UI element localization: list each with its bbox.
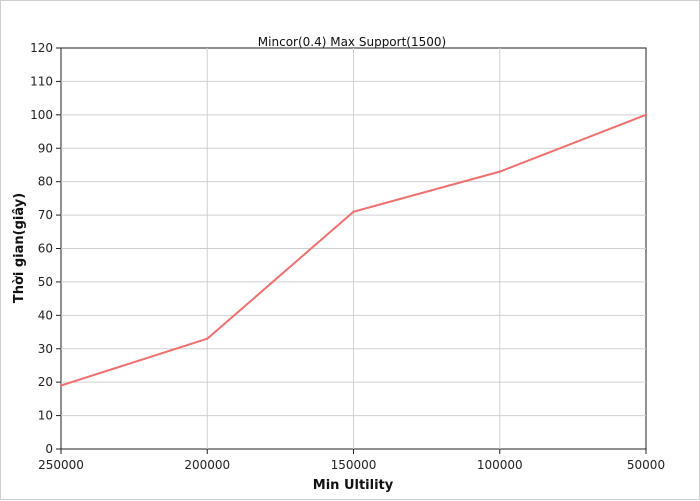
x-tick-label: 100000 [477, 458, 523, 472]
y-tick-label: 120 [30, 41, 53, 55]
y-tick-label: 60 [38, 242, 53, 256]
y-tick-label: 80 [38, 175, 53, 189]
y-tick-label: 30 [38, 342, 53, 356]
y-axis-title: Thời gian(giây) [12, 193, 27, 303]
x-tick-label: 250000 [38, 458, 84, 472]
x-tick-label: 200000 [184, 458, 230, 472]
gridlines [61, 48, 646, 449]
chart-title: Mincor(0.4) Max Support(1500) [258, 35, 446, 49]
x-axis-title: Min Ultility [313, 478, 394, 493]
data-point [352, 210, 355, 213]
x-axis-ticks: 250000 200000 150000 100000 50000 [38, 449, 665, 472]
y-tick-label: 40 [38, 308, 53, 322]
y-tick-label: 0 [45, 442, 53, 456]
y-tick-label: 10 [38, 409, 53, 423]
y-tick-label: 110 [30, 74, 53, 88]
y-tick-label: 90 [38, 141, 53, 155]
series-layer [59, 113, 648, 387]
y-tick-label: 50 [38, 275, 53, 289]
y-tick-label: 100 [30, 108, 53, 122]
x-tick-label: 150000 [331, 458, 377, 472]
data-point [498, 170, 501, 173]
y-axis-ticks: 0 10 20 30 40 50 60 70 80 90 100 110 120 [30, 41, 61, 456]
x-tick-label: 50000 [627, 458, 665, 472]
data-point [206, 337, 209, 340]
y-tick-label: 70 [38, 208, 53, 222]
y-tick-label: 20 [38, 375, 53, 389]
data-point [644, 113, 648, 117]
data-point [59, 384, 63, 387]
